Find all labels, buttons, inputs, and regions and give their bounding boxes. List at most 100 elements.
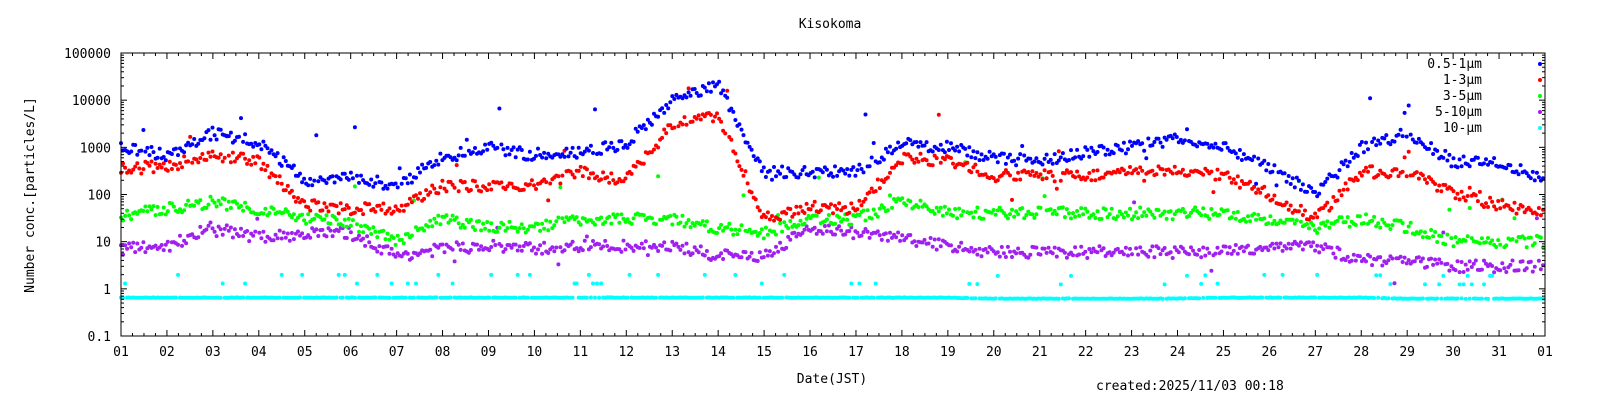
data-point xyxy=(957,206,962,211)
data-point xyxy=(1272,193,1277,198)
data-point xyxy=(167,159,172,164)
data-point xyxy=(1510,258,1515,263)
data-point xyxy=(293,199,298,204)
data-point xyxy=(308,176,313,181)
data-point xyxy=(454,163,459,168)
data-point xyxy=(904,203,909,208)
data-point xyxy=(285,209,290,214)
data-point xyxy=(1123,151,1128,156)
data-point xyxy=(515,272,520,277)
data-point xyxy=(1467,259,1472,264)
data-point xyxy=(1003,255,1008,259)
data-point xyxy=(436,162,441,167)
data-point xyxy=(1443,242,1448,247)
data-point xyxy=(1252,184,1257,189)
data-point xyxy=(1233,181,1238,186)
data-point xyxy=(473,228,477,232)
data-point xyxy=(495,145,500,150)
data-point xyxy=(1217,177,1222,182)
data-point xyxy=(1351,155,1356,160)
data-point xyxy=(1215,167,1220,172)
data-point xyxy=(387,295,392,300)
data-point xyxy=(849,201,854,206)
data-point xyxy=(1538,235,1543,240)
data-point xyxy=(692,87,697,91)
data-point xyxy=(1073,245,1078,250)
data-point xyxy=(1032,173,1037,178)
data-point xyxy=(1317,226,1322,231)
data-point xyxy=(259,236,264,241)
data-point xyxy=(505,184,510,189)
data-point xyxy=(749,190,754,195)
data-point xyxy=(291,212,296,217)
data-point xyxy=(202,136,207,141)
data-point xyxy=(753,229,758,234)
data-point xyxy=(277,228,282,233)
data-point xyxy=(1516,172,1521,177)
data-point xyxy=(289,188,294,193)
data-point xyxy=(1473,258,1478,263)
data-point xyxy=(1239,244,1244,249)
data-point xyxy=(1239,158,1244,162)
data-point xyxy=(521,226,526,231)
data-point xyxy=(890,151,894,156)
data-point xyxy=(582,216,587,221)
data-point xyxy=(281,210,286,215)
data-point xyxy=(824,229,829,234)
data-point xyxy=(1317,191,1322,196)
data-point xyxy=(975,169,980,174)
data-point xyxy=(924,204,929,209)
data-point xyxy=(1195,144,1200,149)
data-point xyxy=(501,249,506,254)
data-point xyxy=(1176,250,1181,255)
data-point xyxy=(1229,180,1234,185)
data-point xyxy=(721,88,726,93)
data-point xyxy=(833,232,837,237)
legend-label: 1-3μm xyxy=(1443,73,1482,88)
data-point xyxy=(188,134,193,139)
data-point xyxy=(487,295,492,300)
data-point xyxy=(873,281,878,286)
data-point xyxy=(1337,188,1342,193)
data-point xyxy=(1233,216,1238,221)
data-point xyxy=(1054,254,1059,259)
data-point xyxy=(849,167,854,172)
data-point xyxy=(214,137,219,142)
data-point xyxy=(1205,141,1210,146)
data-point xyxy=(434,220,439,225)
data-point xyxy=(464,137,469,142)
data-point xyxy=(436,213,441,218)
data-point xyxy=(483,226,488,231)
data-point xyxy=(462,153,467,158)
data-point xyxy=(765,232,770,237)
data-point xyxy=(833,221,837,226)
data-point xyxy=(1170,217,1175,222)
data-point xyxy=(418,251,422,256)
data-point xyxy=(214,204,219,209)
data-point xyxy=(237,234,241,239)
data-point xyxy=(969,170,974,175)
data-point xyxy=(857,281,862,286)
data-point xyxy=(1465,194,1470,198)
data-point xyxy=(184,202,189,207)
data-point xyxy=(1058,178,1063,183)
data-point xyxy=(513,295,518,300)
data-point xyxy=(334,295,339,300)
data-point xyxy=(200,152,205,156)
data-point xyxy=(208,154,213,159)
data-point xyxy=(379,207,384,212)
data-point xyxy=(204,158,209,162)
data-point xyxy=(1366,147,1370,152)
data-point xyxy=(1091,212,1096,217)
legend-marker xyxy=(1538,78,1542,82)
data-point xyxy=(584,167,589,172)
data-point xyxy=(192,137,197,141)
data-point xyxy=(348,230,353,235)
x-tick-label: 11 xyxy=(573,345,589,360)
data-point xyxy=(936,112,941,117)
data-point xyxy=(1008,249,1012,254)
data-point xyxy=(814,213,819,218)
data-point xyxy=(316,234,321,238)
data-point xyxy=(702,223,707,228)
data-point xyxy=(1254,190,1259,195)
